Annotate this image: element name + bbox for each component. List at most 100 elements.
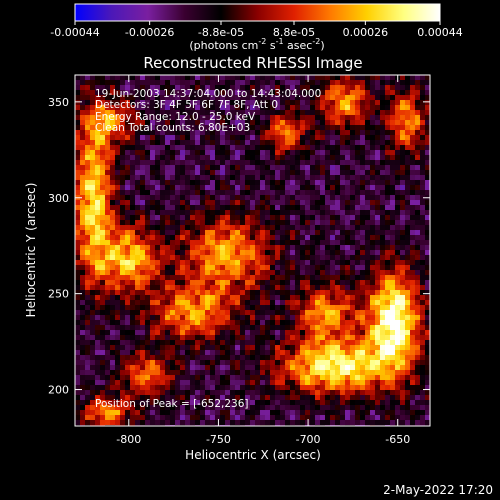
heatmap-cell — [345, 90, 351, 96]
heatmap-cell — [100, 325, 106, 331]
heatmap-cell — [270, 135, 276, 141]
heatmap-cell — [90, 360, 96, 366]
heatmap-cell — [75, 145, 81, 151]
heatmap-cell — [250, 275, 256, 281]
heatmap-cell — [100, 415, 106, 421]
heatmap-cell — [240, 295, 246, 301]
heatmap-cell — [295, 390, 301, 396]
heatmap-cell — [205, 315, 211, 321]
heatmap-cell — [85, 270, 91, 276]
heatmap-cell — [410, 330, 416, 336]
heatmap-cell — [140, 90, 146, 96]
heatmap-cell — [235, 140, 241, 146]
heatmap-cell — [315, 105, 321, 111]
heatmap-cell — [425, 130, 430, 136]
heatmap-cell — [390, 180, 396, 186]
heatmap-cell — [100, 340, 106, 346]
heatmap-cell — [230, 145, 236, 151]
heatmap-cell — [155, 100, 161, 106]
heatmap-cell — [145, 265, 151, 271]
heatmap-cell — [235, 260, 241, 266]
heatmap-cell — [245, 335, 251, 341]
heatmap-cell — [395, 120, 401, 126]
heatmap-cell — [210, 150, 216, 156]
heatmap-cell — [325, 210, 331, 216]
heatmap-cell — [265, 175, 271, 181]
heatmap-cell — [205, 330, 211, 336]
heatmap-cell — [95, 360, 101, 366]
heatmap-cell — [180, 380, 186, 386]
heatmap-cell — [205, 365, 211, 371]
heatmap-cell — [125, 75, 131, 81]
heatmap-cell — [415, 320, 421, 326]
heatmap-cell — [110, 165, 116, 171]
heatmap-cell — [90, 280, 96, 286]
heatmap-cell — [90, 185, 96, 191]
heatmap-cell — [160, 350, 166, 356]
heatmap-cell — [265, 85, 271, 91]
heatmap-cell — [390, 175, 396, 181]
heatmap-cell — [405, 185, 411, 191]
heatmap-cell — [110, 170, 116, 176]
heatmap-cell — [220, 140, 226, 146]
heatmap-cell — [315, 85, 321, 91]
heatmap-cell — [225, 355, 231, 361]
heatmap-cell — [370, 365, 376, 371]
heatmap-cell — [275, 190, 281, 196]
heatmap-cell — [315, 130, 321, 136]
heatmap-cell — [190, 270, 196, 276]
heatmap-cell — [310, 320, 316, 326]
heatmap-cell — [170, 140, 176, 146]
heatmap-cell — [75, 395, 81, 401]
heatmap-cell — [245, 385, 251, 391]
heatmap-cell — [95, 340, 101, 346]
heatmap-cell — [330, 165, 336, 171]
heatmap-cell — [275, 315, 281, 321]
heatmap-cell — [390, 210, 396, 216]
heatmap-cell — [325, 175, 331, 181]
heatmap-cell — [370, 85, 376, 91]
heatmap-cell — [190, 310, 196, 316]
heatmap-cell — [410, 305, 416, 311]
heatmap-cell — [250, 165, 256, 171]
heatmap-cell — [140, 370, 146, 376]
heatmap-cell — [155, 320, 161, 326]
heatmap-cell — [230, 180, 236, 186]
heatmap-cell — [235, 185, 241, 191]
heatmap-cell — [215, 330, 221, 336]
heatmap-cell — [370, 95, 376, 101]
heatmap-cell — [75, 415, 81, 421]
heatmap-cell — [390, 355, 396, 361]
heatmap-cell — [75, 260, 81, 266]
heatmap-cell — [160, 185, 166, 191]
heatmap-cell — [360, 100, 366, 106]
heatmap-cell — [280, 250, 286, 256]
heatmap-cell — [280, 400, 286, 406]
heatmap-cell — [150, 405, 156, 411]
heatmap-cell — [190, 80, 196, 86]
heatmap-cell — [415, 150, 421, 156]
heatmap-cell — [345, 310, 351, 316]
heatmap-cell — [240, 90, 246, 96]
heatmap-cell — [275, 365, 281, 371]
heatmap-cell — [80, 255, 86, 261]
heatmap-cell — [345, 300, 351, 306]
heatmap-cell — [195, 125, 201, 131]
heatmap-cell — [175, 335, 181, 341]
heatmap-cell — [420, 150, 426, 156]
heatmap-cell — [275, 170, 281, 176]
heatmap-cell — [260, 335, 266, 341]
heatmap-cell — [315, 385, 321, 391]
heatmap-cell — [255, 135, 261, 141]
heatmap-cell — [220, 95, 226, 101]
heatmap-cell — [265, 320, 271, 326]
heatmap-cell — [160, 125, 166, 131]
heatmap-cell — [110, 245, 116, 251]
heatmap-cell — [155, 90, 161, 96]
heatmap-cell — [210, 250, 216, 256]
heatmap-cell — [255, 375, 261, 381]
heatmap-cell — [210, 80, 216, 86]
heatmap-cell — [380, 145, 386, 151]
heatmap-cell — [330, 230, 336, 236]
heatmap-cell — [280, 290, 286, 296]
